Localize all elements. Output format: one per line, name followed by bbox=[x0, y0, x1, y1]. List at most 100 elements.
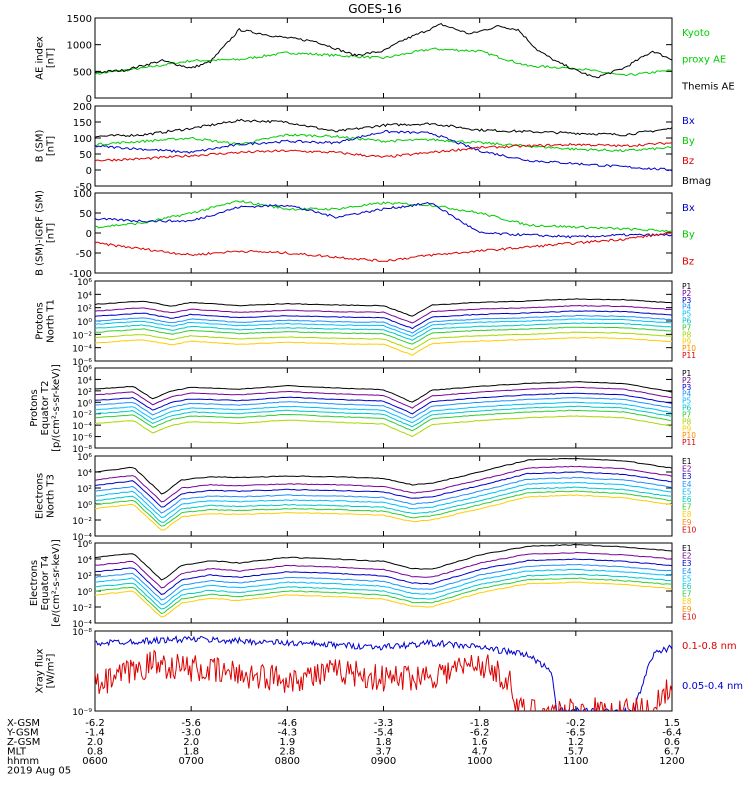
series-line-ch7 bbox=[95, 409, 672, 432]
y-tick-label: 10⁻² bbox=[72, 517, 92, 527]
x-row-value: -1.4 bbox=[85, 728, 105, 739]
legend-entry: E5 bbox=[682, 574, 692, 583]
x-row-value: 0.8 bbox=[87, 747, 103, 758]
y-axis-label: Xray flux bbox=[35, 649, 46, 694]
y-tick-label: 10⁻² bbox=[72, 411, 92, 421]
series-line-ch2 bbox=[95, 551, 672, 589]
legend-entry: Bx bbox=[682, 203, 695, 214]
y-tick-label: -50 bbox=[76, 249, 92, 260]
y-axis-label: [e/(cm²-s-sr-keV)] bbox=[51, 539, 62, 627]
series-line-ch8 bbox=[95, 331, 672, 351]
series-group bbox=[95, 118, 672, 172]
x-row-value: 2.0 bbox=[87, 737, 103, 748]
x-row-value: 1000 bbox=[467, 756, 492, 767]
y-axis-label: [nT] bbox=[46, 48, 57, 68]
y-tick-label: 10⁶ bbox=[77, 365, 92, 375]
legend-entry: P3 bbox=[682, 383, 692, 392]
legend-entry: 0.05-0.4 nm bbox=[682, 681, 743, 692]
y-tick-label: 1000 bbox=[67, 41, 92, 52]
series-group bbox=[95, 381, 672, 438]
series-line-ch7 bbox=[95, 577, 672, 615]
series-line-ch3 bbox=[95, 471, 672, 508]
x-row-label: Z-GSM bbox=[7, 737, 40, 748]
panel-8: 10⁻⁹ 10⁻⁸ Xray flux [W/m²] 0.1-0.8 nm 0.05-0.… bbox=[35, 628, 744, 718]
series-line-ch8 bbox=[95, 581, 672, 618]
series-line-ch5 bbox=[95, 482, 672, 519]
series-group bbox=[95, 23, 672, 79]
x-row-value: -3.3 bbox=[374, 718, 394, 729]
legend-entry: P9 bbox=[682, 337, 692, 346]
legend-entry: E3 bbox=[682, 559, 692, 568]
x-row-value: 1.8 bbox=[376, 737, 392, 748]
y-tick-label: 10⁰ bbox=[77, 501, 92, 511]
legend-entry: P11 bbox=[682, 351, 696, 360]
y-tick-label: 1500 bbox=[67, 14, 92, 25]
series-line-bx bbox=[95, 129, 672, 172]
legend-entry: E8 bbox=[682, 597, 692, 606]
legend-entry: P2 bbox=[682, 289, 692, 298]
series-line-ch6 bbox=[95, 405, 672, 428]
legend-entry: P10 bbox=[682, 431, 696, 440]
y-tick-label: 0 bbox=[86, 229, 92, 240]
legend-entry: P6 bbox=[682, 317, 692, 326]
series-line-ch5 bbox=[95, 401, 672, 424]
x-row-value: 1200 bbox=[659, 756, 684, 767]
y-tick-label: 150 bbox=[73, 118, 92, 129]
y-tick-label: 10⁻⁴ bbox=[72, 422, 92, 432]
series-line-ch9 bbox=[95, 336, 672, 356]
series-line-ch2 bbox=[95, 304, 672, 324]
legend-entry: P8 bbox=[682, 417, 692, 426]
series-line-by bbox=[95, 133, 672, 153]
panel-4: 10⁻⁶ 10⁻⁴ 10⁻² 10⁰ 10² 10⁴ 10⁶ Protons North T1 P… bbox=[35, 278, 697, 368]
panel-7: 10⁻⁴ 10⁻² 10⁰ 10² 10⁴ 10⁶ Electrons Equator T4[… bbox=[29, 539, 697, 630]
y-tick-label: 10⁰ bbox=[77, 318, 92, 328]
y-tick-label: 10⁻² bbox=[72, 331, 92, 341]
legend-entry: Bz bbox=[682, 156, 694, 167]
y-axis-label: B (SM)-IGRF (SM) bbox=[35, 190, 46, 276]
legend-entry: P2 bbox=[682, 376, 692, 385]
legend-entry: E8 bbox=[682, 510, 692, 519]
legend-entry: P1 bbox=[682, 369, 692, 378]
legend-entry: proxy AE bbox=[682, 55, 726, 66]
y-axis-label: Electrons bbox=[35, 473, 46, 519]
x-row-value: 1.6 bbox=[472, 737, 488, 748]
y-tick-label: 10⁶ bbox=[77, 278, 92, 288]
series-line-bz bbox=[95, 141, 672, 162]
legend-entry: E4 bbox=[682, 567, 692, 576]
y-tick-label: -100 bbox=[69, 269, 92, 280]
y-tick-label: 10⁴ bbox=[77, 376, 92, 386]
x-row-value: -6.4 bbox=[662, 728, 682, 739]
y-axis-label: Protons bbox=[35, 302, 46, 339]
y-tick-label: 10² bbox=[77, 572, 92, 582]
x-row-value: 2.0 bbox=[183, 737, 199, 748]
y-axis-label: [W/m²] bbox=[46, 653, 57, 688]
series-line-kyoto-proxy-ae bbox=[95, 47, 672, 77]
legend-entry: E7 bbox=[682, 590, 692, 599]
legend-entry: Kyoto bbox=[682, 28, 710, 39]
y-tick-label: 10⁻⁸ bbox=[72, 445, 92, 455]
x-row-value: 0700 bbox=[178, 756, 203, 767]
x-row-value: 0900 bbox=[371, 756, 396, 767]
x-row-value: 0800 bbox=[275, 756, 300, 767]
series-line-ch1 bbox=[95, 298, 672, 317]
series-group bbox=[95, 543, 672, 618]
y-tick-label: 10⁻⁴ bbox=[72, 533, 92, 543]
y-axis-label: Protons bbox=[29, 389, 40, 426]
y-tick-label: 10² bbox=[77, 388, 92, 398]
x-row-value: 0600 bbox=[82, 756, 107, 767]
series-line-ch2 bbox=[95, 386, 672, 409]
series-line-ch4 bbox=[95, 397, 672, 419]
legend-entry: E1 bbox=[682, 457, 692, 466]
x-row-value: 1.9 bbox=[279, 737, 295, 748]
x-row-value: -5.6 bbox=[181, 718, 201, 729]
y-tick-label: 10⁴ bbox=[77, 291, 92, 301]
y-axis-label: AE index bbox=[35, 36, 46, 80]
y-tick-label: 10⁻² bbox=[72, 604, 92, 614]
legend-entry: P4 bbox=[682, 303, 692, 312]
y-axis-label: [p/(cm²-s-sr-keV)] bbox=[51, 364, 62, 452]
series-line-ch4 bbox=[95, 314, 672, 334]
x-row-value: -0.2 bbox=[566, 718, 586, 729]
legend-entry: P7 bbox=[682, 410, 692, 419]
